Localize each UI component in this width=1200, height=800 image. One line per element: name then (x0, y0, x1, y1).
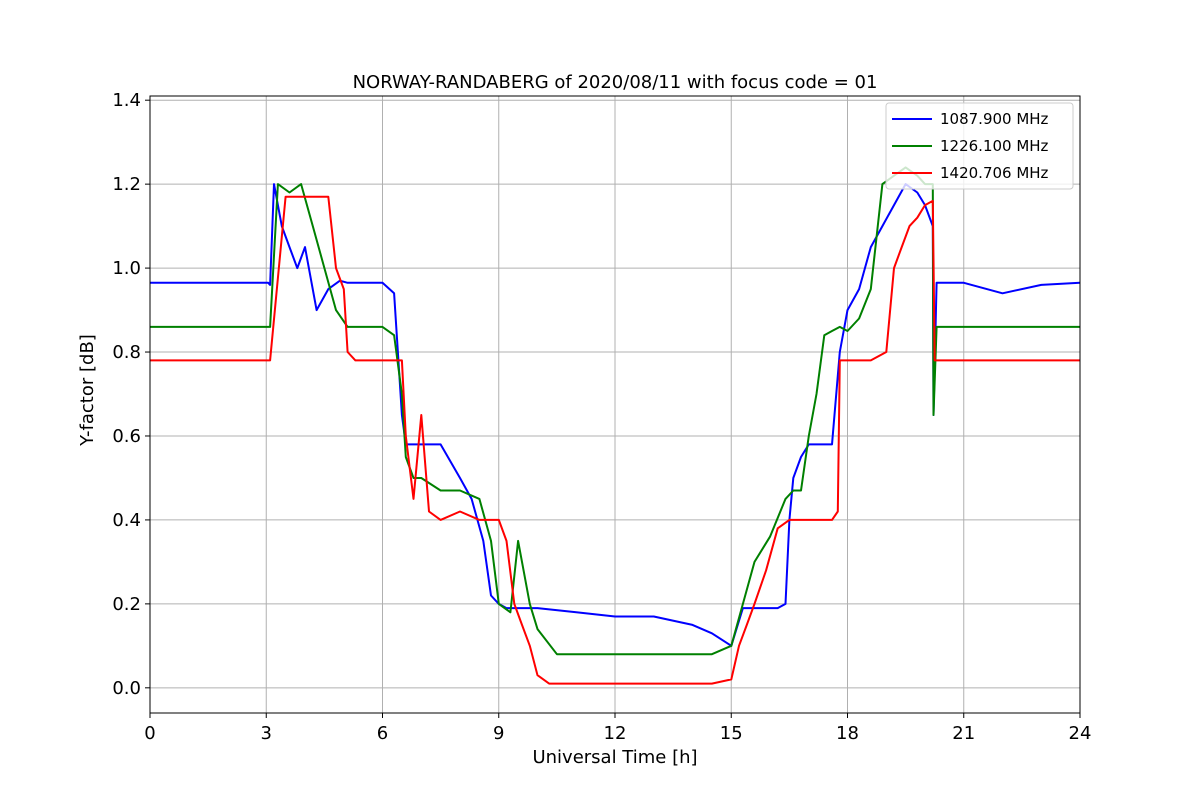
x-tick-label: 3 (261, 723, 272, 744)
axes: 0 3 6 9 12 15 18 21 24 0.0 0.2 0.4 0.6 0.8 1.0 1.2 1.4 (112, 90, 1091, 744)
x-axis-label: Universal Time [h] (532, 747, 697, 768)
legend-label: 1226.100 MHz (940, 137, 1049, 155)
legend-label: 1420.706 MHz (940, 164, 1049, 182)
x-tick-label: 12 (604, 723, 627, 744)
y-tick-label: 1.4 (112, 90, 141, 111)
y-tick-label: 0.8 (112, 342, 141, 363)
legend-label: 1087.900 MHz (940, 110, 1049, 128)
y-tick-label: 0.4 (112, 510, 141, 531)
y-tick-label: 1.0 (112, 258, 141, 279)
x-tick-label: 0 (144, 723, 155, 744)
legend-box (885, 102, 1074, 190)
x-tick-label: 24 (1069, 723, 1092, 744)
x-tick-label: 18 (836, 723, 859, 744)
x-tick-label: 15 (720, 723, 743, 744)
legend: 1087.900 MHz 1226.100 MHz 1420.706 MHz (885, 102, 1074, 190)
y-tick-label: 1.2 (112, 174, 141, 195)
y-tick-label: 0.0 (112, 678, 141, 699)
x-tick-label: 9 (493, 723, 504, 744)
x-tick-label: 6 (377, 723, 388, 744)
y-tick-label: 0.6 (112, 426, 141, 447)
y-axis-label: Y-factor [dB] (77, 334, 98, 447)
x-tick-label: 21 (952, 723, 975, 744)
chart-title: NORWAY-RANDABERG of 2020/08/11 with focu… (353, 72, 878, 93)
series-line-3 (150, 195, 1080, 685)
y-tick-label: 0.2 (112, 594, 141, 615)
